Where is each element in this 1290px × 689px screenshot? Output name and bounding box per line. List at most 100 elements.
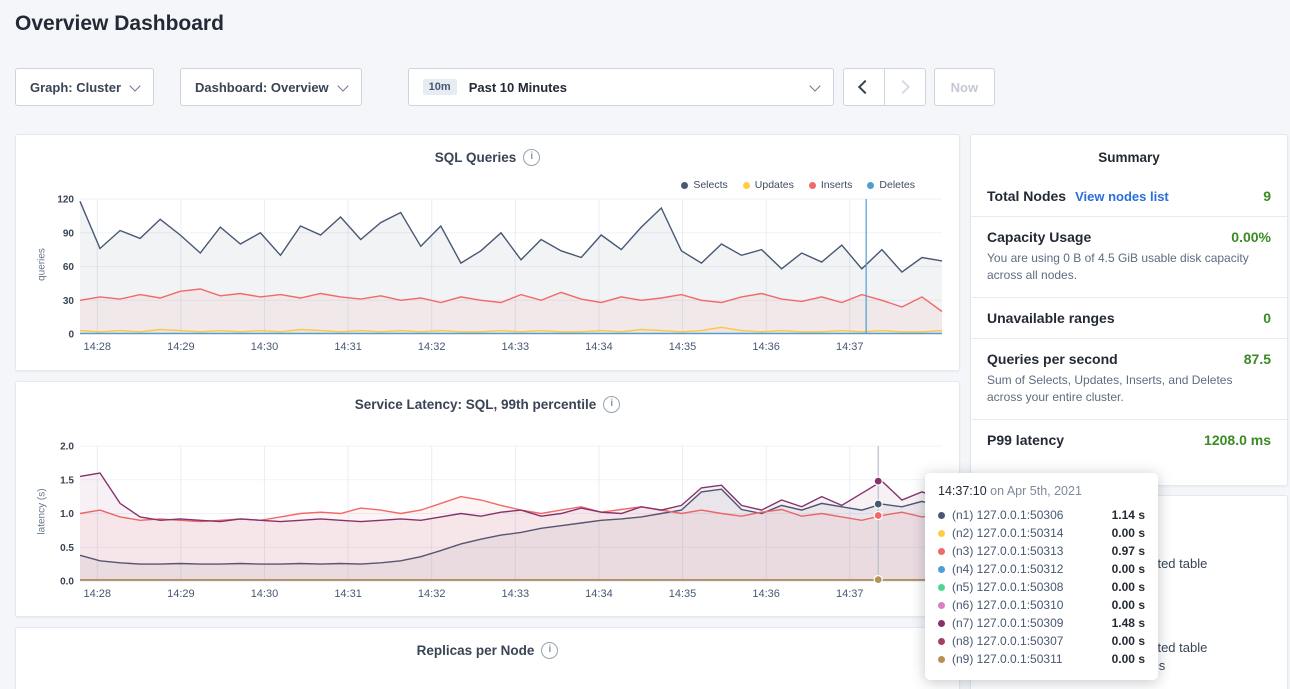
svg-text:14:31: 14:31 [334,588,362,600]
capacity-usage-description: You are using 0 B of 4.5 GiB usable disk… [987,250,1271,285]
graph-dropdown[interactable]: Graph: Cluster [15,68,154,106]
svg-text:14:33: 14:33 [502,341,530,353]
time-step-buttons [843,68,926,106]
info-icon[interactable]: i [603,396,620,413]
tooltip-node-value: 1.14 s [1112,508,1145,522]
legend-dot-icon [743,182,750,189]
tooltip-node-row: (n4) 127.0.0.1:503120.00 s [938,560,1145,578]
tooltip-node-rows: (n1) 127.0.0.1:50306 1.14 s (n2) 127.0.0.1… [938,506,1145,668]
prev-time-button[interactable] [843,68,885,106]
svg-text:14:34: 14:34 [585,341,613,353]
chart-title: SQL Queries i [16,149,959,166]
tooltip-node-label: (n3) 127.0.0.1:50313 [952,544,1063,558]
time-range-label: Past 10 Minutes [469,80,567,95]
info-icon[interactable]: i [523,149,540,166]
legend-item-updates[interactable]: Updates [743,179,794,191]
legend-item-selects[interactable]: Selects [681,179,727,191]
chart-title-text: SQL Queries [435,150,517,165]
node-color-dot-icon [938,512,945,519]
tooltip-node-row: (n6) 127.0.0.1:50310 0.00 s [938,596,1145,614]
svg-text:14:37: 14:37 [836,341,864,353]
svg-text:14:36: 14:36 [752,341,780,353]
svg-text:0.0: 0.0 [60,577,74,588]
next-time-button[interactable] [884,68,926,106]
svg-text:0: 0 [68,330,74,341]
tooltip-node-row: (n7) 127.0.0.1:503091.48 s [938,614,1145,632]
summary-panel: Summary Total Nodes View nodes list 9 Ca… [970,134,1288,486]
tooltip-node-value: 0.00 s [1112,634,1145,648]
svg-text:1.0: 1.0 [60,509,74,520]
legend-label: Deletes [879,179,915,191]
chevron-down-icon [809,80,820,91]
svg-text:0.5: 0.5 [60,543,74,554]
tooltip-node-label: (n8) 127.0.0.1:50307 [952,634,1063,648]
summary-row-p99-latency: P99 latency 1208.0 ms [971,419,1287,460]
chevron-down-icon [337,80,348,91]
chart-title-text: Replicas per Node [417,643,535,658]
tooltip-node-value: 0.00 s [1112,526,1145,540]
svg-text:1.5: 1.5 [60,475,74,486]
tooltip-node-row: (n5) 127.0.0.1:50308 0.00 s [938,578,1145,596]
tooltip-node-label: (n5) 127.0.0.1:50308 [952,580,1063,594]
tooltip-node-value: 0.00 s [1112,562,1145,576]
tooltip-node-value: 1.48 s [1112,616,1145,630]
legend-dot-icon [681,182,688,189]
legend-dot-icon [867,182,874,189]
svg-text:60: 60 [63,262,75,273]
tooltip-node-label: (n1) 127.0.0.1:50306 [952,508,1063,522]
chart-hover-tooltip: 14:37:10 on Apr 5th, 2021 (n1) 127.0.0.1… [925,473,1158,680]
queries-per-second-description: Sum of Selects, Updates, Inserts, and De… [987,372,1271,407]
tooltip-node-value: 0.97 s [1112,544,1145,558]
capacity-usage-label: Capacity Usage [987,229,1091,245]
svg-text:30: 30 [63,296,75,307]
svg-text:14:31: 14:31 [334,341,362,353]
svg-text:120: 120 [57,195,74,206]
graph-dropdown-label: Graph: Cluster [30,80,121,95]
svg-text:14:29: 14:29 [167,341,195,353]
svg-text:90: 90 [63,228,75,239]
time-range-picker[interactable]: 10m Past 10 Minutes [408,68,834,106]
svg-text:14:28: 14:28 [83,341,111,353]
tooltip-time: 14:37:10 [938,484,987,498]
svg-text:14:28: 14:28 [83,588,111,600]
tooltip-node-value: 0.00 s [1112,598,1145,612]
tooltip-node-value: 0.00 s [1112,580,1145,594]
svg-text:14:35: 14:35 [669,588,697,600]
sql-queries-plot[interactable]: 030609012014:2814:2914:3014:3114:3214:33… [44,191,954,356]
chart-title-text: Service Latency: SQL, 99th percentile [355,397,597,412]
svg-text:14:30: 14:30 [251,341,279,353]
chart-legend: Selects Updates Inserts Deletes [681,179,915,191]
legend-item-deletes[interactable]: Deletes [867,179,915,191]
tooltip-node-row: (n2) 127.0.0.1:503140.00 s [938,524,1145,542]
svg-text:14:37: 14:37 [836,588,864,600]
now-button[interactable]: Now [934,68,995,106]
view-nodes-list-link[interactable]: View nodes list [1075,189,1169,204]
capacity-usage-value: 0.00% [1231,229,1271,245]
node-color-dot-icon [938,656,945,663]
overview-dashboard-page: Overview Dashboard Graph: Cluster Dashbo… [0,0,1290,689]
service-latency-chart-card: Service Latency: SQL, 99th percentile i … [15,381,960,617]
tooltip-node-label: (n6) 127.0.0.1:50310 [952,598,1063,612]
unavailable-ranges-label: Unavailable ranges [987,310,1115,326]
chart-title: Service Latency: SQL, 99th percentile i [16,396,959,413]
svg-text:2.0: 2.0 [60,442,74,453]
chevron-down-icon [129,80,140,91]
page-title: Overview Dashboard [15,12,224,36]
dashboard-dropdown-label: Dashboard: Overview [195,80,329,95]
p99-latency-value: 1208.0 ms [1204,432,1271,448]
legend-label: Selects [693,179,727,191]
svg-text:14:30: 14:30 [251,588,279,600]
node-color-dot-icon [938,620,945,627]
service-latency-plot[interactable]: 0.00.51.01.52.014:2814:2914:3014:3114:32… [44,438,954,603]
legend-item-inserts[interactable]: Inserts [809,179,853,191]
summary-row-total-nodes: Total Nodes View nodes list 9 [971,176,1287,216]
total-nodes-value: 9 [1263,188,1271,204]
chevron-right-icon [896,80,910,94]
queries-per-second-label: Queries per second [987,351,1118,367]
svg-text:14:35: 14:35 [669,341,697,353]
info-icon[interactable]: i [541,642,558,659]
node-color-dot-icon [938,638,945,645]
dashboard-dropdown[interactable]: Dashboard: Overview [180,68,362,106]
node-color-dot-icon [938,566,945,573]
svg-text:14:29: 14:29 [167,588,195,600]
